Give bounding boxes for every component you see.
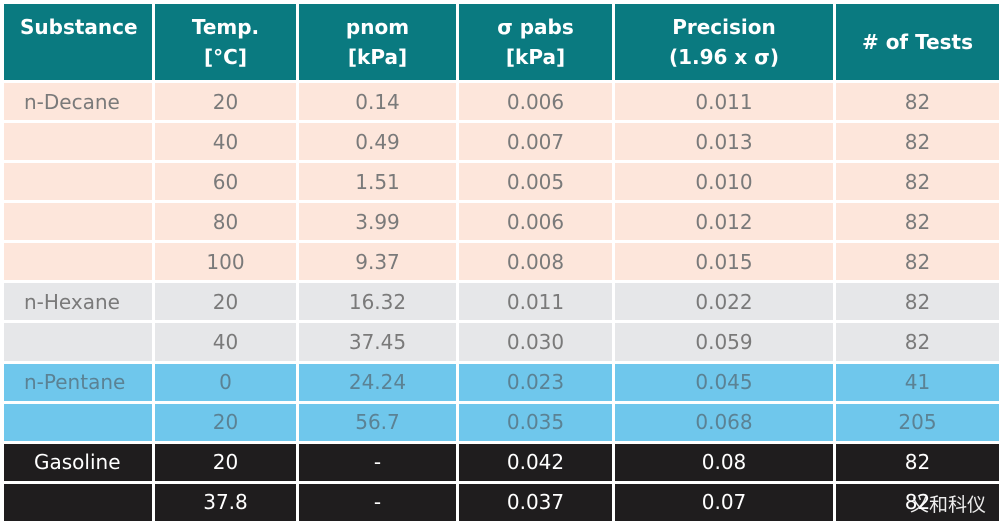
cell-sigma-pabs: 0.035 [459, 403, 612, 441]
cell-substance [4, 323, 152, 361]
header-row: Substance Temp. [°C] pnom [kPa] σ pabs [… [4, 4, 999, 80]
cell-sigma-pabs: 0.042 [459, 443, 612, 481]
cell-temp: 20 [155, 283, 296, 321]
header-temp-line2: [°C] [204, 45, 247, 69]
cell-num-tests: 82 [836, 283, 999, 321]
cell-sigma-pabs: 0.006 [459, 83, 612, 121]
cell-pnom: 56.7 [299, 403, 456, 441]
cell-precision: 0.08 [615, 443, 833, 481]
cell-sigma-pabs: 0.030 [459, 323, 612, 361]
table-row: n-Pentane 0 24.24 0.023 0.045 41 [4, 363, 999, 401]
cell-pnom: 37.45 [299, 323, 456, 361]
cell-substance: n-Decane [4, 83, 152, 121]
cell-sigma-pabs: 0.011 [459, 283, 612, 321]
cell-precision: 0.011 [615, 83, 833, 121]
cell-temp: 20 [155, 403, 296, 441]
table-row: 37.8-0.037 0.07 82 [4, 483, 999, 521]
cell-precision: 0.012 [615, 203, 833, 241]
cell-pnom: 1.51 [299, 163, 456, 201]
cell-temp: 40 [155, 123, 296, 161]
header-substance: Substance [4, 4, 152, 80]
watermark-text: 义和科仪 [909, 494, 986, 516]
cell-temp: 37.8 [155, 483, 296, 521]
cell-precision: 0.045 [615, 363, 833, 401]
cell-pnom: 3.99 [299, 203, 456, 241]
table-row: 20 56.7 0.035 0.068 205 [4, 403, 999, 441]
header-sigma-line1: σ pabs [497, 15, 574, 39]
table-row: 40 0.49 0.007 0.013 82 [4, 123, 999, 161]
header-sigma-pabs: σ pabs [kPa] [459, 4, 612, 80]
header-precision-line2: (1.96 x σ) [668, 45, 780, 69]
cell-substance [4, 203, 152, 241]
cell-temp: 60 [155, 163, 296, 201]
cell-num-tests: 82 [836, 323, 999, 361]
cell-precision: 0.07 [615, 483, 833, 521]
cell-substance [4, 123, 152, 161]
cell-num-tests: 82 [836, 83, 999, 121]
header-pnom-line1: pnom [345, 15, 410, 39]
cell-sigma-pabs: 0.007 [459, 123, 612, 161]
cell-sigma-pabs: 0.006 [459, 203, 612, 241]
table-row: n-Decane 20 0.14 0.006 0.011 82 [4, 83, 999, 121]
cell-pnom: - [299, 443, 456, 481]
header-precision-line1: Precision [672, 15, 776, 39]
header-num-tests: # of Tests [836, 4, 999, 80]
cell-temp: 20 [155, 443, 296, 481]
cell-substance: n-Hexane [4, 283, 152, 321]
cell-num-tests: 82 [836, 163, 999, 201]
cell-pnom: 24.24 [299, 363, 456, 401]
cell-precision: 0.010 [615, 163, 833, 201]
cell-sigma-pabs: 0.037 [459, 483, 612, 521]
cell-pnom: 0.49 [299, 123, 456, 161]
cell-pnom: - [299, 483, 456, 521]
header-pnom: pnom [kPa] [299, 4, 456, 80]
header-temp-line1: Temp. [191, 15, 260, 39]
cell-precision: 0.015 [615, 243, 833, 281]
cell-num-tests: 82 [836, 203, 999, 241]
table-row: 80 3.99 0.006 0.012 82 [4, 203, 999, 241]
cell-precision: 0.022 [615, 283, 833, 321]
cell-substance [4, 163, 152, 201]
table-row: 60 1.51 0.005 0.010 82 [4, 163, 999, 201]
table-row: 100 9.37 0.008 0.015 82 [4, 243, 999, 281]
header-temp: Temp. [°C] [155, 4, 296, 80]
cell-num-tests: 82 [836, 123, 999, 161]
cell-num-tests: 82 [836, 443, 999, 481]
table-row: 40 37.45 0.030 0.059 82 [4, 323, 999, 361]
cell-pnom: 16.32 [299, 283, 456, 321]
cell-precision: 0.068 [615, 403, 833, 441]
cell-sigma-pabs: 0.005 [459, 163, 612, 201]
cell-num-tests: 82 [836, 483, 999, 521]
cell-temp: 100 [155, 243, 296, 281]
cell-sigma-pabs: 0.023 [459, 363, 612, 401]
table-row: Gasoline 20-0.042 0.08 82 [4, 443, 999, 481]
cell-precision: 0.013 [615, 123, 833, 161]
cell-num-tests: 41 [836, 363, 999, 401]
cell-substance: n-Pentane [4, 363, 152, 401]
cell-num-tests: 82 [836, 243, 999, 281]
cell-substance [4, 403, 152, 441]
cell-substance [4, 243, 152, 281]
header-num-tests-label: # of Tests [861, 30, 974, 54]
cell-pnom: 0.14 [299, 83, 456, 121]
cell-sigma-pabs: 0.008 [459, 243, 612, 281]
table-row: n-Hexane 20 16.32 0.011 0.022 82 [4, 283, 999, 321]
header-pnom-line2: [kPa] [347, 45, 408, 69]
cell-temp: 20 [155, 83, 296, 121]
header-substance-label: Substance [20, 15, 138, 39]
cell-precision: 0.059 [615, 323, 833, 361]
cell-temp: 40 [155, 323, 296, 361]
header-sigma-line2: [kPa] [505, 45, 566, 69]
cell-temp: 0 [155, 363, 296, 401]
cell-substance [4, 483, 152, 521]
cell-substance: Gasoline [4, 443, 152, 481]
header-precision: Precision (1.96 x σ) [615, 4, 833, 80]
cell-num-tests: 205 [836, 403, 999, 441]
cell-pnom: 9.37 [299, 243, 456, 281]
cell-temp: 80 [155, 203, 296, 241]
